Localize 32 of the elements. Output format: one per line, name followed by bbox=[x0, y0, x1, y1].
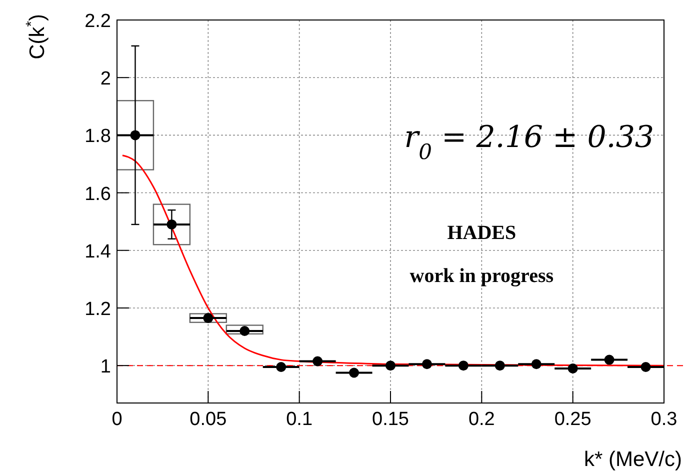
x-tick-label: 0.3 bbox=[650, 409, 678, 430]
point bbox=[640, 362, 651, 372]
annotation: HADES bbox=[447, 222, 516, 244]
y-tick-label: 2.2 bbox=[84, 11, 111, 32]
point bbox=[203, 313, 214, 324]
point bbox=[240, 326, 250, 336]
y-tick-label: 1.2 bbox=[84, 298, 111, 320]
y-tick-label: 1 bbox=[100, 356, 111, 378]
x-tick-label: 0.25 bbox=[554, 409, 592, 430]
annotation: r$_{0}$ = 2.16 ± 0.33 bbox=[404, 120, 654, 164]
x-axis-title: k* (MeV/c) bbox=[584, 448, 682, 471]
point bbox=[422, 359, 432, 370]
point bbox=[568, 363, 578, 374]
y-tick-label: 1.6 bbox=[84, 184, 111, 205]
point bbox=[531, 359, 542, 370]
y-tick-label: 1.4 bbox=[84, 241, 112, 262]
x-tick-label: 0.05 bbox=[190, 409, 227, 430]
point bbox=[494, 360, 505, 371]
y-tick-label: 2 bbox=[100, 68, 111, 90]
point bbox=[386, 360, 396, 371]
x-tick-label: 0 bbox=[112, 409, 122, 430]
y-tick-label: 1.8 bbox=[84, 126, 111, 148]
x-tick-label: 0.1 bbox=[286, 409, 313, 430]
point bbox=[604, 354, 614, 365]
annotation: work in progress bbox=[410, 265, 554, 288]
x-tick-label: 0.2 bbox=[468, 409, 495, 430]
point bbox=[458, 360, 468, 371]
point bbox=[349, 368, 360, 378]
point bbox=[312, 356, 323, 366]
point bbox=[276, 362, 286, 372]
x-tick-label: 0.15 bbox=[372, 409, 409, 430]
point bbox=[130, 130, 140, 140]
